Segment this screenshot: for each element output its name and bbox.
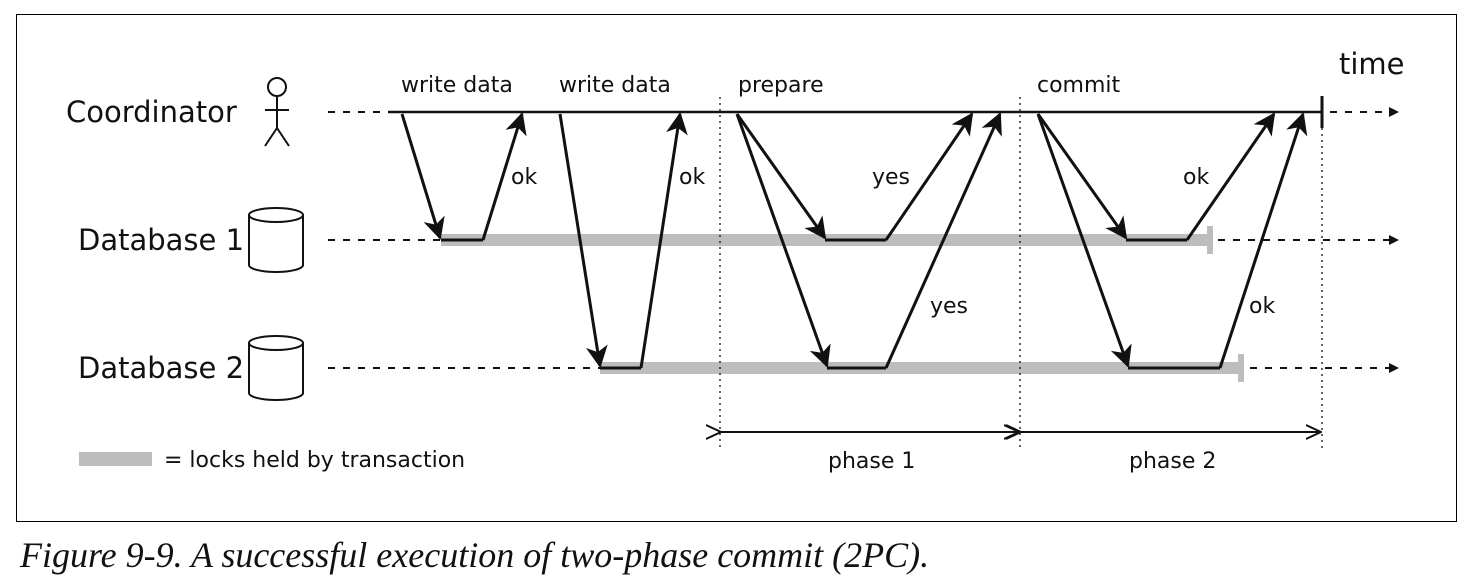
database2-label: Database 2 xyxy=(78,351,244,385)
yes-label-db2: yes xyxy=(930,294,968,319)
coordinator-timeline xyxy=(328,96,1399,128)
write-data-db1-exchange xyxy=(400,112,527,242)
phase2-label: phase 2 xyxy=(1129,449,1216,474)
commit-label: commit xyxy=(1037,73,1121,98)
database1-label: Database 1 xyxy=(78,223,244,257)
commit-exchange xyxy=(1036,112,1308,370)
phase1-label: phase 1 xyxy=(828,449,915,474)
figure-caption: Figure 9-9. A successful execution of tw… xyxy=(20,535,930,575)
legend-lock-label: = locks held by transaction xyxy=(164,448,465,473)
ok-label-db2-commit: ok xyxy=(1249,294,1275,319)
person-icon xyxy=(264,77,290,147)
write-data-label-2: write data xyxy=(559,73,671,98)
prepare-label: prepare xyxy=(738,73,824,98)
coordinator-label: Coordinator xyxy=(66,95,237,129)
db2-lock-bar xyxy=(600,354,1244,382)
ok-label-db1-write: ok xyxy=(511,165,537,190)
write-data-label-1: write data xyxy=(401,73,513,98)
time-label: time xyxy=(1339,47,1405,81)
phase-separators xyxy=(719,97,1323,448)
prepare-exchange xyxy=(735,112,1002,370)
database-icon xyxy=(248,207,304,273)
diagram-frame xyxy=(16,14,1457,522)
legend-lock-swatch xyxy=(79,452,152,466)
yes-label-db1: yes xyxy=(872,165,910,190)
ok-label-db1-commit: ok xyxy=(1183,165,1209,190)
database-icon xyxy=(248,335,304,401)
ok-label-db2-write: ok xyxy=(679,165,705,190)
write-data-db2-exchange xyxy=(558,112,688,370)
